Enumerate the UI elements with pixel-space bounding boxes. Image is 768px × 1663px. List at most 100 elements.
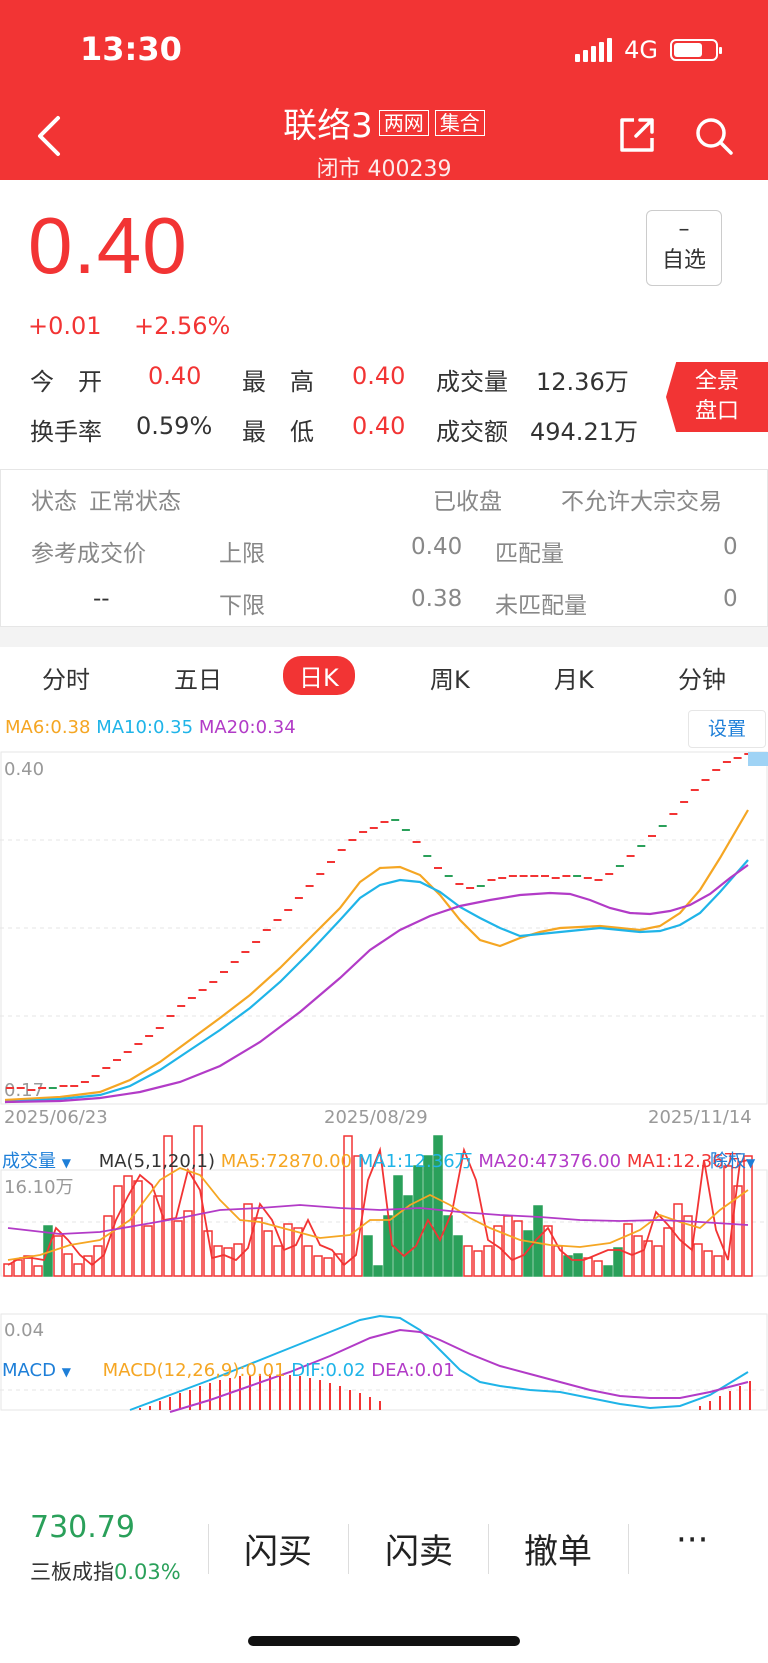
full-orderbook-button[interactable]: 全景 盘口 xyxy=(666,362,768,432)
tag-auction: 集合 xyxy=(434,109,485,136)
home-indicator xyxy=(248,1636,520,1646)
volume-bar xyxy=(23,1255,33,1277)
volume-bar xyxy=(113,1185,123,1277)
upper-limit-value: 0.40 xyxy=(411,534,463,560)
volume-bar xyxy=(483,1245,493,1277)
volume-bar xyxy=(433,1135,443,1277)
chart-settings-button[interactable]: 设置 xyxy=(688,710,766,748)
volume-bar xyxy=(393,1175,403,1277)
section-divider xyxy=(0,627,768,647)
volume-bar xyxy=(603,1265,613,1277)
volume-bar xyxy=(413,1165,423,1277)
volume-bar xyxy=(653,1245,663,1277)
volume-bar xyxy=(93,1245,103,1277)
volume-bar xyxy=(253,1217,263,1277)
lower-limit-label: 下限 xyxy=(219,593,265,619)
page-subtitle: 闭市 400239 xyxy=(316,157,452,182)
volume-bar xyxy=(213,1245,223,1277)
kline-chart[interactable]: 0.40 0.17 2025/06/23 2025/08/29 2025/11/… xyxy=(0,750,768,1500)
title-block: 联络3 两网 集合 闭市 400239 xyxy=(0,98,768,183)
volume-ma20-line xyxy=(7,1204,749,1235)
kline-grid xyxy=(0,751,768,1105)
add-favorite-button[interactable]: – 自选 xyxy=(646,210,722,286)
back-icon[interactable] xyxy=(34,114,64,158)
favorite-dash: – xyxy=(678,217,690,242)
tab-weekly-k[interactable]: 周K xyxy=(430,666,470,694)
unmatched-value: 0 xyxy=(723,586,738,612)
caret-down-icon: ▼ xyxy=(61,1365,71,1379)
volume-bar xyxy=(163,1135,173,1277)
index-value[interactable]: 730.79 xyxy=(30,1510,135,1545)
volume-ma1-line xyxy=(7,1146,749,1267)
macd-dea: DEA:0.01 xyxy=(371,1360,455,1381)
volume-bar xyxy=(143,1225,153,1277)
volume-value: 12.36万 xyxy=(536,368,629,396)
volume-bar xyxy=(343,1135,353,1277)
volume-y-top: 16.10万 xyxy=(4,1177,74,1198)
tab-five-day[interactable]: 五日 xyxy=(174,666,222,694)
macd-dif: DIF:0.02 xyxy=(291,1360,366,1381)
macd-dif-line xyxy=(129,1314,749,1411)
search-icon[interactable] xyxy=(694,116,734,156)
index-name: 三板成指 xyxy=(30,1560,114,1584)
tab-minute[interactable]: 分钟 xyxy=(678,666,726,694)
toolbar-divider xyxy=(488,1524,489,1574)
more-button[interactable]: ··· xyxy=(676,1520,709,1560)
volume-bar xyxy=(583,1257,593,1277)
volume-bar xyxy=(243,1203,253,1277)
flash-buy-button[interactable]: 闪买 xyxy=(244,1532,312,1572)
favorite-label: 自选 xyxy=(661,248,706,273)
date-start: 2025/06/23 xyxy=(4,1107,108,1128)
cancel-order-button[interactable]: 撤单 xyxy=(524,1532,592,1572)
turnover-label: 换手率 xyxy=(30,418,102,446)
tab-monthly-k[interactable]: 月K xyxy=(554,666,594,694)
amount-label: 成交额 xyxy=(436,418,508,446)
app-header: 13:30 4G 联络3 两网 集合 闭市 400239 xyxy=(0,0,768,183)
volume-bar xyxy=(223,1247,233,1277)
signal-icon xyxy=(575,38,613,62)
flash-sell-button[interactable]: 闪卖 xyxy=(385,1532,453,1572)
volume-bar xyxy=(13,1259,23,1277)
toolbar-divider xyxy=(208,1524,209,1574)
volume-bar xyxy=(513,1220,523,1277)
share-icon[interactable] xyxy=(618,116,656,154)
volume-bar xyxy=(473,1250,483,1277)
price-change: +0.01 xyxy=(28,312,102,340)
volume-bar xyxy=(713,1255,723,1277)
macd-params: MACD(12,26,9):0.01 xyxy=(102,1360,286,1381)
network-label: 4G xyxy=(624,36,658,64)
bottom-toolbar xyxy=(0,1500,768,1600)
volume-bar xyxy=(133,1180,143,1277)
volume-ma1: MA1:12.36万 xyxy=(357,1151,473,1172)
volume-bar xyxy=(73,1263,83,1277)
macd-indicator-selector[interactable]: MACD xyxy=(2,1360,56,1381)
adjust-selector[interactable]: 除权▼ xyxy=(710,1147,755,1173)
volume-bar xyxy=(703,1250,713,1277)
ref-price-label: 参考成交价 xyxy=(31,541,146,567)
volume-indicator-selector[interactable]: 成交量 xyxy=(2,1151,56,1172)
tab-daily-k[interactable]: 日K xyxy=(283,656,355,695)
volume-bar xyxy=(323,1257,333,1277)
ma6-line xyxy=(4,809,749,1102)
volume-bar xyxy=(573,1253,583,1277)
volume-bar xyxy=(53,1235,63,1277)
lower-limit-value: 0.38 xyxy=(411,586,463,612)
volume-bar xyxy=(3,1263,13,1277)
closed-status: 已收盘 xyxy=(433,489,502,515)
ma20-line xyxy=(4,864,749,1104)
volume-bar xyxy=(183,1210,193,1277)
index-name-block[interactable]: 三板成指0.03% xyxy=(30,1556,181,1586)
matched-value: 0 xyxy=(723,534,738,560)
ma6-value: MA6:0.38 xyxy=(5,717,91,738)
macd-panel xyxy=(0,1313,768,1411)
matched-label: 匹配量 xyxy=(495,541,564,567)
volume-bar xyxy=(743,1155,753,1277)
chart-tabs: 分时 五日 日K 周K 月K 分钟 xyxy=(0,650,768,702)
page-title: 联络3 xyxy=(283,106,373,146)
tab-intraday[interactable]: 分时 xyxy=(42,666,90,694)
volume-bar xyxy=(403,1195,413,1277)
caret-down-icon: ▼ xyxy=(61,1156,71,1170)
date-end: 2025/11/14 xyxy=(648,1107,752,1128)
volume-bar xyxy=(453,1235,463,1277)
volume-bar xyxy=(353,1155,363,1277)
